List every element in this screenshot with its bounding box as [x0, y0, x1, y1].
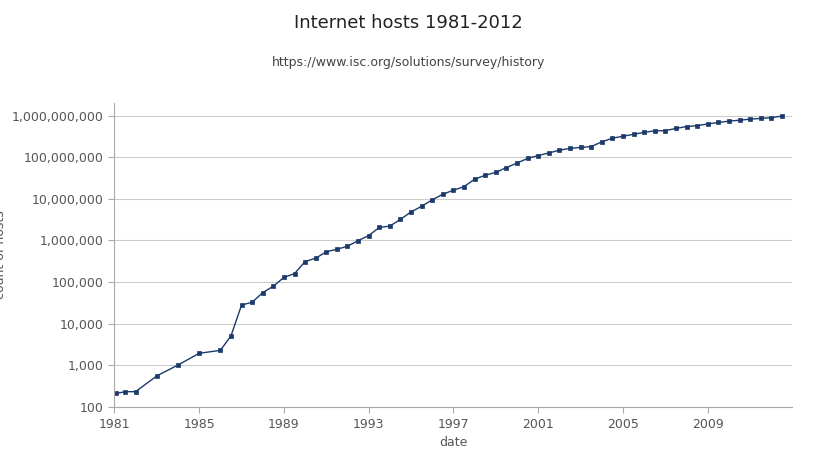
Text: Internet hosts 1981-2012: Internet hosts 1981-2012 [294, 14, 523, 32]
Y-axis label: count of hosts: count of hosts [0, 211, 7, 300]
Text: https://www.isc.org/solutions/survey/history: https://www.isc.org/solutions/survey/his… [272, 56, 545, 69]
X-axis label: date: date [440, 436, 467, 449]
